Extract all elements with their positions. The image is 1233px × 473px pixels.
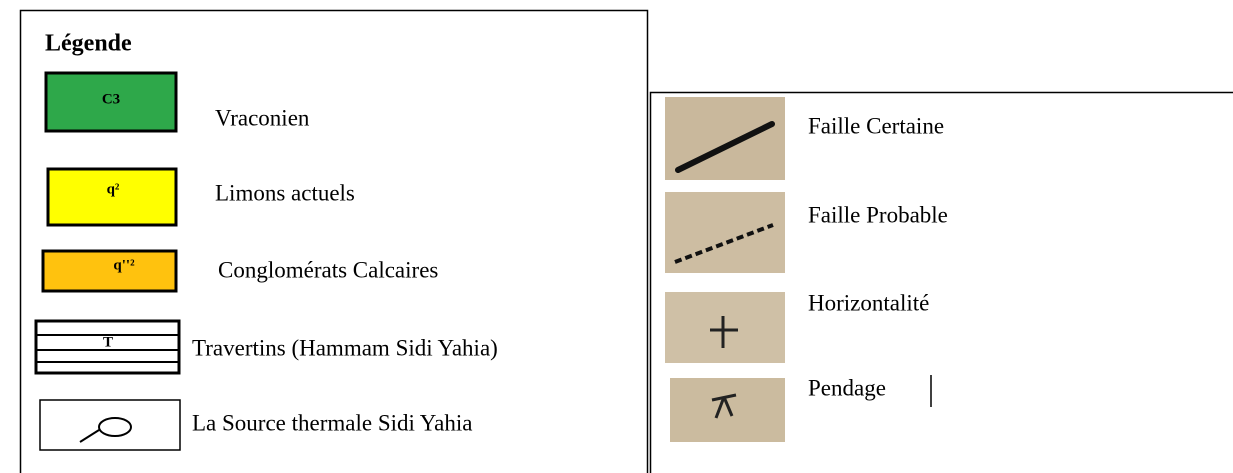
structure-label: Faille Certaine — [808, 113, 944, 138]
structure-label: Pendage — [808, 375, 886, 400]
symbol-label: q² — [107, 181, 120, 197]
fault-probable-symbol — [665, 192, 785, 273]
unit-label: Vraconien — [215, 105, 310, 130]
unit-label: Limons actuels — [215, 180, 355, 205]
legend-title: Légende — [45, 31, 132, 57]
source-symbol — [39, 399, 181, 451]
fault-certain-symbol — [665, 97, 785, 180]
symbol-box — [41, 249, 178, 293]
unit-label: Conglomérats Calcaires — [218, 257, 438, 282]
symbol-box — [44, 71, 178, 133]
unit-label: La Source thermale Sidi Yahia — [192, 410, 472, 435]
structure-label: Horizontalité — [808, 290, 929, 315]
unit-label: Travertins (Hammam Sidi Yahia) — [192, 335, 498, 360]
symbol-label: q''² — [113, 257, 135, 273]
horizontal-symbol — [665, 292, 785, 363]
structure-label: Faille Probable — [808, 202, 948, 227]
dip-symbol — [670, 378, 785, 442]
symbol-box — [46, 167, 178, 227]
symbol-label: T — [103, 334, 113, 350]
travertin-symbol — [34, 319, 181, 375]
left-panel — [19, 9, 649, 473]
right-panel — [649, 91, 1233, 473]
symbol-label: C3 — [102, 91, 120, 107]
